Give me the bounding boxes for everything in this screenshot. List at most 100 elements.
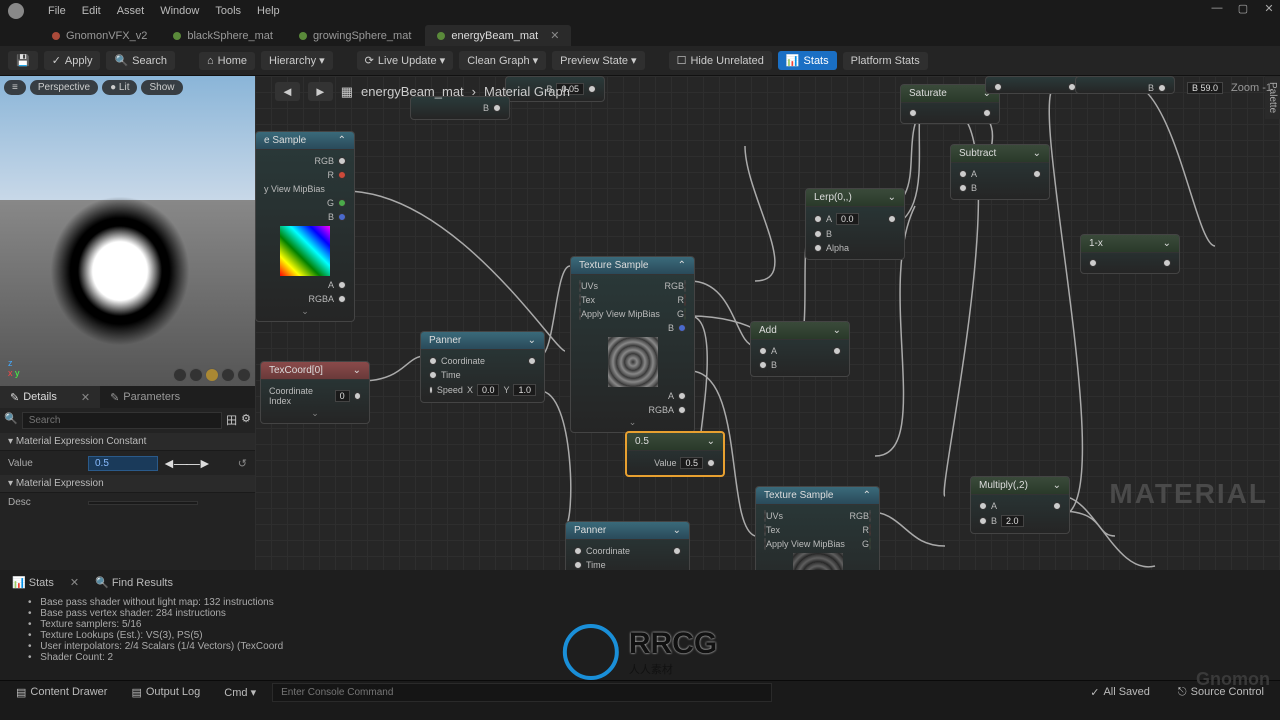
stats-close-icon[interactable]: ✕ [70, 576, 79, 589]
hierarchy-button[interactable]: Hierarchy ▾ [261, 51, 333, 70]
vp-menu-icon[interactable]: ≡ [4, 80, 26, 95]
hide-unrelated-button[interactable]: ☐ Hide Unrelated [669, 51, 772, 70]
maximize-icon[interactable]: ▢ [1236, 2, 1250, 15]
pin-rgba[interactable]: RGBA [260, 292, 350, 306]
desc-input[interactable] [88, 501, 198, 505]
tab-details[interactable]: ✎ Details ✕ [0, 386, 100, 408]
b-value[interactable]: B 59.0 [1187, 82, 1223, 94]
tab-close-icon[interactable]: ✕ [550, 29, 559, 42]
node-subtract[interactable]: Subtract⌄ A B [950, 144, 1050, 200]
pin-g[interactable]: G [260, 196, 350, 210]
texture-thumb [793, 553, 843, 570]
home-button[interactable]: ⌂ Home [199, 52, 255, 70]
btn-label: Hierarchy ▾ [269, 54, 325, 67]
node-add[interactable]: Add⌄ A B [750, 321, 850, 377]
nav-fwd-icon[interactable]: ► [308, 82, 333, 101]
pin-r[interactable]: R [260, 168, 350, 182]
console-input[interactable] [272, 683, 772, 702]
node-partial[interactable] [985, 76, 1085, 94]
lit-button[interactable]: ● Lit [102, 80, 137, 95]
tab-energybeam[interactable]: energyBeam_mat✕ [425, 25, 571, 46]
find-results-tab[interactable]: 🔍 Find Results [95, 576, 173, 589]
filter-icon[interactable]: 田 [226, 412, 237, 429]
tab-label: blackSphere_mat [187, 30, 273, 42]
tab-label: GnomonVFX_v2 [66, 30, 147, 42]
menu-edit[interactable]: Edit [82, 5, 101, 17]
minimize-icon[interactable]: — [1210, 2, 1224, 15]
show-button[interactable]: Show [141, 80, 182, 95]
search-button[interactable]: 🔍 Search [106, 51, 175, 70]
reset-icon[interactable]: ↺ [238, 457, 247, 470]
preview-viewport[interactable]: ≡ Perspective ● Lit Show zx y [0, 76, 255, 386]
tab-gnomonvfx[interactable]: GnomonVFX_v2 [40, 26, 159, 46]
breadcrumb: ◄ ► ▦ energyBeam_mat › Material Graph [275, 82, 570, 101]
nav-back-icon[interactable]: ◄ [275, 82, 300, 101]
node-constant-selected[interactable]: 0.5⌄ Value 0.5 [625, 431, 725, 477]
grid-icon[interactable]: ▦ [341, 84, 353, 100]
menu-window[interactable]: Window [160, 5, 199, 17]
pin-time[interactable]: Time [425, 368, 540, 382]
menu-file[interactable]: File [48, 5, 66, 17]
platform-stats-button[interactable]: Platform Stats [843, 52, 928, 70]
pin-rgb[interactable]: RGB [260, 154, 350, 168]
tab-growingsphere[interactable]: growingSphere_mat [287, 26, 423, 46]
drag-arrows-icon[interactable]: ◄——► [162, 455, 210, 471]
axis-gizmo-icon: zx y [8, 358, 20, 378]
left-panel: ≡ Perspective ● Lit Show zx y ✎ Details … [0, 76, 255, 570]
node-multiply[interactable]: Multiply(,2)⌄ A B 2.0 [970, 476, 1070, 534]
node-texcoord[interactable]: TexCoord[0]⌄ Coordinate Index 0 ⌄ [260, 361, 370, 424]
cmd-button[interactable]: Cmd ▾ [216, 684, 264, 701]
shape-selector[interactable] [173, 368, 251, 382]
value-input[interactable]: 0.5 [88, 456, 158, 471]
value-label: Value [8, 458, 88, 469]
node-texture-sample-2[interactable]: Texture Sample⌃ UVsRGB TexR Apply View M… [755, 486, 880, 570]
settings-icon[interactable]: ⚙ [241, 412, 251, 429]
save-button[interactable]: 💾 [8, 51, 38, 70]
mat-icon [173, 32, 181, 40]
node-oneminus[interactable]: 1-x⌄ [1080, 234, 1180, 274]
crumb-graph[interactable]: Material Graph [484, 84, 570, 99]
node-panner[interactable]: Panner⌄ Coordinate Time Speed X0.0 Y1.0 [420, 331, 545, 403]
node-panner-2[interactable]: Panner⌄ Coordinate Time [565, 521, 690, 570]
material-graph[interactable]: ◄ ► ▦ energyBeam_mat › Material Graph B … [255, 76, 1280, 570]
apply-button[interactable]: ✓ Apply [44, 51, 101, 70]
all-saved-status[interactable]: ✓ All Saved [1082, 684, 1158, 701]
menu-tools[interactable]: Tools [215, 5, 241, 17]
material-preview [50, 196, 190, 346]
close-icon[interactable]: ✕ [1262, 2, 1276, 15]
category-header[interactable]: ▾ Material Expression Constant [0, 433, 255, 451]
document-tabbar: GnomonVFX_v2 blackSphere_mat growingSphe… [0, 22, 1280, 46]
category-header[interactable]: ▾ Material Expression [0, 475, 255, 493]
rrcg-logo-icon [563, 624, 619, 680]
node-texture-sample-partial[interactable]: e Sample⌃ RGB R y View MipBias G B A RGB… [255, 131, 355, 322]
expand-icon[interactable]: ⌄ [265, 408, 365, 419]
pin-coordinate[interactable]: Coordinate [425, 354, 540, 368]
node-texture-sample[interactable]: Texture Sample⌃ UVsRGB TexR Apply View M… [570, 256, 695, 433]
stat-line: Base pass shader without light map: 132 … [28, 597, 1252, 608]
pin-a[interactable]: A [260, 278, 350, 292]
pin-speed[interactable]: Speed X0.0 Y1.0 [425, 382, 540, 398]
content-drawer-button[interactable]: ▤ Content Drawer [8, 684, 115, 701]
menu-asset[interactable]: Asset [117, 5, 145, 17]
live-update-button[interactable]: ⟳ Live Update ▾ [357, 51, 454, 70]
node-lerp[interactable]: Lerp(0,,)⌄ A 0.0 B Alpha [805, 188, 905, 260]
pin-mipbias[interactable]: y View MipBias [260, 182, 350, 196]
clean-graph-button[interactable]: Clean Graph ▾ [459, 51, 546, 70]
output-log-button[interactable]: ▤ Output Log [123, 684, 208, 701]
search-icon: 🔍 [4, 412, 18, 429]
perspective-button[interactable]: Perspective [30, 80, 98, 95]
watermark-text: MATERIAL [1109, 478, 1268, 510]
stats-tab[interactable]: 📊 Stats [12, 576, 54, 589]
crumb-material[interactable]: energyBeam_mat [361, 84, 464, 99]
tab-parameters[interactable]: ✎ Parameters [100, 386, 190, 408]
preview-state-button[interactable]: Preview State ▾ [552, 51, 644, 70]
details-search-input[interactable] [22, 412, 222, 429]
texture-thumb [608, 337, 658, 387]
menu-help[interactable]: Help [257, 5, 280, 17]
node-partial[interactable]: B [1075, 76, 1175, 94]
tab-blacksphere[interactable]: blackSphere_mat [161, 26, 285, 46]
dirty-icon [52, 32, 60, 40]
expand-icon[interactable]: ⌄ [260, 306, 350, 317]
stats-button[interactable]: 📊 Stats [778, 51, 837, 70]
pin-b[interactable]: B [260, 210, 350, 224]
